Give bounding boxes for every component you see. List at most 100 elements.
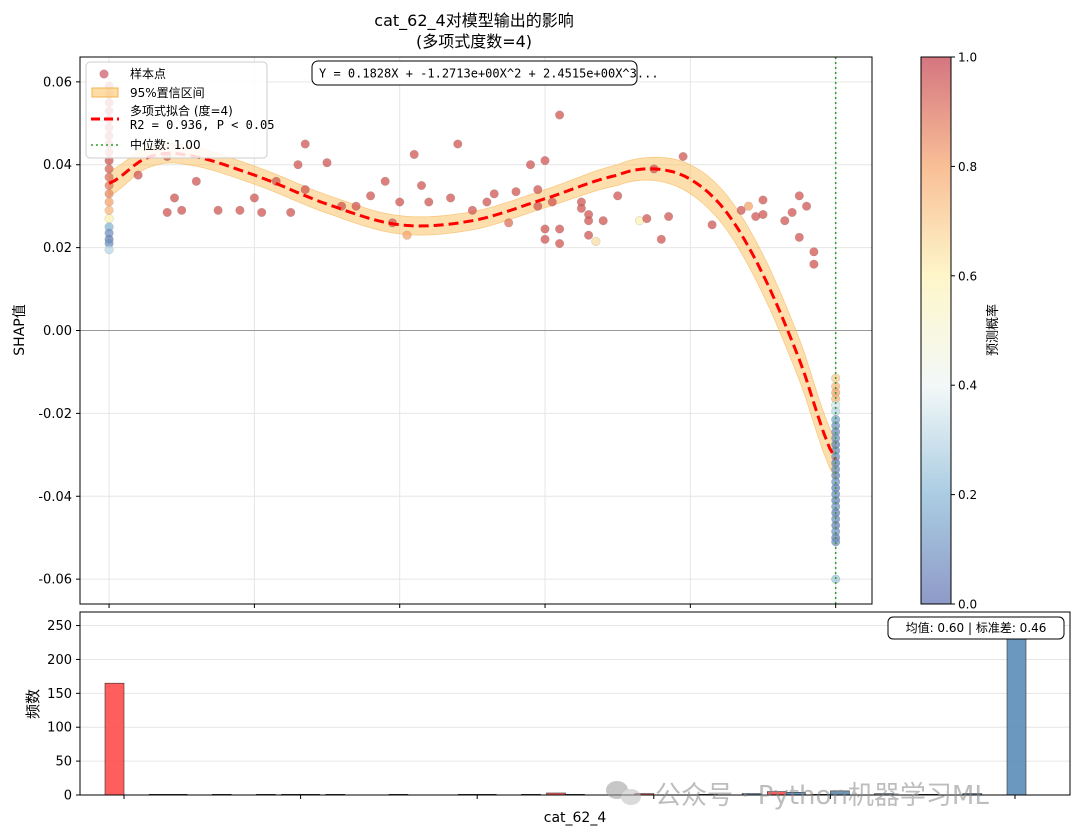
data-point [533,185,543,195]
data-point [380,176,390,186]
histogram-plot: 0 50 100 150 200 250 频数 cat_62_4 均值: 0.60 | 标… [24,611,1071,826]
data-point [293,160,303,170]
data-point [598,216,608,226]
data-point [104,245,114,255]
data-point [664,211,674,222]
histogram-y-ticks: 0 50 100 150 200 250 [47,619,80,804]
chart-title: cat_62_4对模型输出的影响 [374,11,573,31]
legend-median-label: 中位数: 1.00 [130,137,201,152]
data-point [169,193,180,203]
data-point [533,201,543,211]
data-point [736,205,746,215]
data-point [656,234,666,244]
equation-box: Y = 0.1828X + -1.2713e+00X^2 + 2.4515e+0… [311,60,659,86]
data-point [482,197,492,207]
data-point [409,149,419,159]
histogram-background [80,612,1070,795]
main-y-ticks: -0.06 -0.04 -0.02 0.00 0.02 0.04 0.06 [38,75,80,588]
y-tick-label: 100 [47,721,72,736]
data-point [504,218,514,228]
data-point [300,139,310,149]
stats-box: 均值: 0.60 | 标准差: 0.46 [887,616,1065,640]
data-point [555,110,565,120]
legend-fit-label: 多项式拟合 (度=4) [130,103,233,118]
data-point [591,236,601,246]
y-tick-label: 50 [55,755,72,770]
data-point [424,197,434,207]
y-tick-label: -0.06 [38,573,72,588]
data-point [758,195,768,205]
data-point [104,205,114,215]
colorbar-tick-label: 0.6 [958,269,977,283]
fit-curve [108,151,838,460]
y-tick-label: 0 [64,789,72,804]
data-point [402,230,412,240]
data-point [584,216,594,226]
colorbar-tick-label: 0.8 [958,160,977,174]
histogram-x-label: cat_62_4 [544,810,607,826]
data-point [707,220,717,230]
histogram-y-label: 频数 [24,689,42,719]
data-point [104,214,114,224]
legend-fit-stats: R2 = 0.936, P < 0.05 [130,118,275,132]
data-point [286,207,296,217]
data-point [446,193,456,203]
data-point [809,247,819,257]
main-plot: -0.06 -0.04 -0.02 0.00 0.02 0.04 0.06 SHAP值 Y … [12,56,873,608]
data-point [678,151,688,162]
y-tick-label: 200 [47,653,72,668]
data-point [584,230,594,240]
data-point [191,176,201,186]
data-point [613,191,623,201]
data-point [794,232,804,242]
data-point [489,189,499,199]
colorbar-gradient [920,56,952,605]
data-point [104,197,114,207]
data-point [257,207,267,217]
data-point [540,156,550,166]
histogram-bar [1006,621,1027,796]
legend-points-label: 样本点 [130,66,166,81]
data-point [104,164,114,174]
y-tick-label: 250 [47,619,72,634]
equation-text: Y = 0.1828X + -1.2713e+00X^2 + 2.4515e+0… [319,67,659,81]
data-point [467,205,477,215]
y-tick-label: 0.00 [43,324,72,339]
data-point [300,185,310,195]
y-tick-label: 0.02 [43,241,72,256]
data-point [555,238,565,249]
data-point [213,205,223,215]
histogram-bar [104,682,125,796]
data-point [453,139,463,149]
data-point [780,216,790,226]
data-point [322,158,332,168]
points-layer [104,81,841,584]
legend-ci-label: 95%置信区间 [130,86,205,100]
data-point [576,203,586,213]
histogram-x-ticks [123,795,1016,799]
legend-frame [85,61,268,159]
data-point [809,259,819,269]
colorbar-tick-label: 1.0 [958,51,977,65]
chart-subtitle: (多项式度数=4) [416,32,532,51]
legend: 样本点 95%置信区间 多项式拟合 (度=4) R2 = 0.936, P < … [85,61,275,159]
data-point [525,160,536,170]
y-axis-label: SHAP值 [12,304,28,355]
data-point [794,191,804,201]
data-point [555,224,565,234]
data-point [787,207,797,217]
data-point [249,193,259,203]
data-point [162,207,172,217]
data-point [235,205,245,215]
legend-ci-swatch [91,87,119,98]
data-point [395,197,405,207]
data-point [758,209,768,220]
data-point [540,234,550,244]
wechat-icon [606,781,641,805]
data-point [416,180,427,191]
y-tick-label: -0.04 [38,490,72,505]
data-point [104,189,114,199]
colorbar-tick-label: 0.4 [958,379,977,393]
data-point [802,201,812,211]
